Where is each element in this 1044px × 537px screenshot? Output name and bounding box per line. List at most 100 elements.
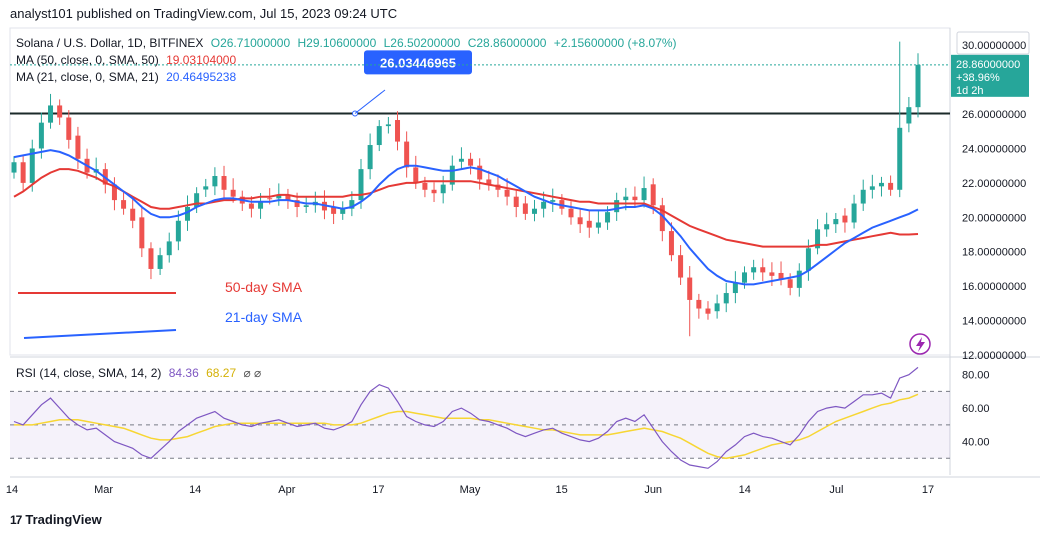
candle-body	[778, 272, 784, 280]
candle-body	[650, 184, 656, 206]
candle-body	[687, 277, 693, 300]
candle-body	[175, 220, 181, 242]
time-tick-label: Jul	[829, 484, 843, 496]
candle-body	[449, 165, 455, 185]
candle-body	[915, 64, 921, 108]
ma21-legend: MA (21, close, 0, SMA, 21) 20.46495238	[16, 70, 236, 84]
low-value: L26.50200000	[383, 36, 461, 50]
symbol-legend: Solana / U.S. Dollar, 1D, BITFINEX O26.7…	[16, 36, 677, 50]
candle-body	[897, 127, 903, 190]
resistance-label-box	[364, 50, 472, 75]
candle-body	[148, 248, 154, 269]
rsi-line	[13, 366, 919, 469]
time-tick-label: 17	[372, 484, 384, 496]
ma50-legend: MA (50, close, 0, SMA, 50) 19.03104000	[16, 53, 236, 67]
candle-body	[367, 145, 373, 170]
price-tick-label: 18.00000000	[962, 247, 1026, 259]
rsi-ma-line	[14, 393, 919, 460]
candle-body	[522, 203, 528, 214]
candle-body	[595, 222, 601, 228]
time-tick-label: 17	[922, 484, 934, 496]
candle-body	[860, 189, 866, 204]
time-tick-label: 15	[555, 484, 567, 496]
price-tick-label: 24.00000000	[962, 143, 1026, 155]
high-value: H29.10600000	[297, 36, 377, 50]
price-tick-label: 22.00000000	[962, 178, 1026, 190]
time-tick-label: Apr	[278, 484, 295, 496]
candle-body	[258, 201, 264, 209]
candle-body	[641, 188, 647, 201]
candle-body	[760, 267, 766, 273]
candle-body	[531, 208, 537, 214]
candle-body	[550, 200, 556, 202]
candle-body	[276, 194, 282, 199]
tradingview-logo-icon: 17	[10, 512, 22, 527]
price-scale-box	[956, 31, 1030, 55]
candle-body	[468, 158, 474, 166]
candle-body	[742, 272, 748, 283]
rsi-label: RSI (14, close, SMA, 14, 2)	[16, 366, 162, 380]
ma21-label: MA (21, close, 0, SMA, 21)	[16, 70, 159, 84]
candle-body	[221, 176, 227, 190]
resistance-pointer	[354, 89, 386, 114]
candle-body	[166, 241, 172, 256]
candle-body	[130, 208, 136, 221]
price-tick-label: 30.00000000	[962, 40, 1026, 52]
hidden-icon: ⌀ ⌀	[243, 366, 262, 380]
candle-body	[678, 255, 684, 278]
price-tick-label: 12.00000000	[962, 350, 1026, 362]
candle-body	[349, 200, 355, 209]
candle-body	[623, 196, 629, 201]
candle-body	[486, 179, 492, 185]
candle-body	[413, 167, 419, 183]
ma50-label: MA (50, close, 0, SMA, 50)	[16, 53, 159, 67]
candle-body	[824, 224, 830, 230]
price-tick-label: 20.00000000	[962, 212, 1026, 224]
candle-body	[294, 200, 300, 207]
candle-body	[878, 182, 884, 187]
candle-body	[230, 189, 236, 197]
price-tick-label: 26.00000000	[962, 109, 1026, 121]
rsi-tick-label: 40.00	[962, 437, 990, 449]
candle-body	[815, 229, 821, 249]
candle-body	[787, 279, 793, 288]
ma21-line	[13, 149, 919, 286]
candle-body	[668, 231, 674, 256]
candle-body	[513, 196, 519, 207]
candle-body	[906, 107, 912, 124]
candle-body	[714, 303, 720, 312]
candle-body	[285, 194, 291, 201]
close-value: C28.86000000	[467, 36, 547, 50]
rsi-tick-label: 80.00	[962, 370, 990, 382]
change-value: +2.15600000 (+8.07%)	[553, 36, 677, 50]
brand-name: TradingView	[25, 512, 102, 527]
candle-body	[696, 299, 702, 309]
ma50-line	[13, 168, 919, 248]
time-tick-label: 14	[6, 484, 18, 496]
ma50-value: 19.03104000	[166, 53, 237, 67]
rsi-ma-value: 68.27	[206, 366, 237, 380]
candle-body	[632, 196, 638, 201]
candle-body	[796, 270, 802, 288]
lightning-bolt-icon	[916, 337, 925, 352]
candle-body	[851, 203, 857, 223]
sma21-annot-text: 21-day SMA	[225, 309, 303, 325]
candle-body	[29, 148, 35, 183]
candle-body	[723, 293, 729, 304]
candle-body	[303, 205, 309, 207]
price-tag-pct: +38.96%	[956, 72, 1000, 84]
candle-body	[203, 186, 209, 190]
candle-body	[833, 219, 839, 225]
resistance-label: 26.03446965	[380, 55, 456, 70]
candle-body	[139, 217, 145, 249]
candle-body	[431, 189, 437, 194]
rsi-value: 84.36	[168, 366, 199, 380]
time-tick-label: Jun	[644, 484, 662, 496]
candle-body	[504, 189, 510, 197]
sma50-annot-text: 50-day SMA	[225, 279, 303, 295]
candle-body	[376, 126, 382, 146]
candle-body	[157, 255, 163, 269]
price-tag-box	[951, 54, 1029, 97]
candle-body	[11, 162, 17, 173]
